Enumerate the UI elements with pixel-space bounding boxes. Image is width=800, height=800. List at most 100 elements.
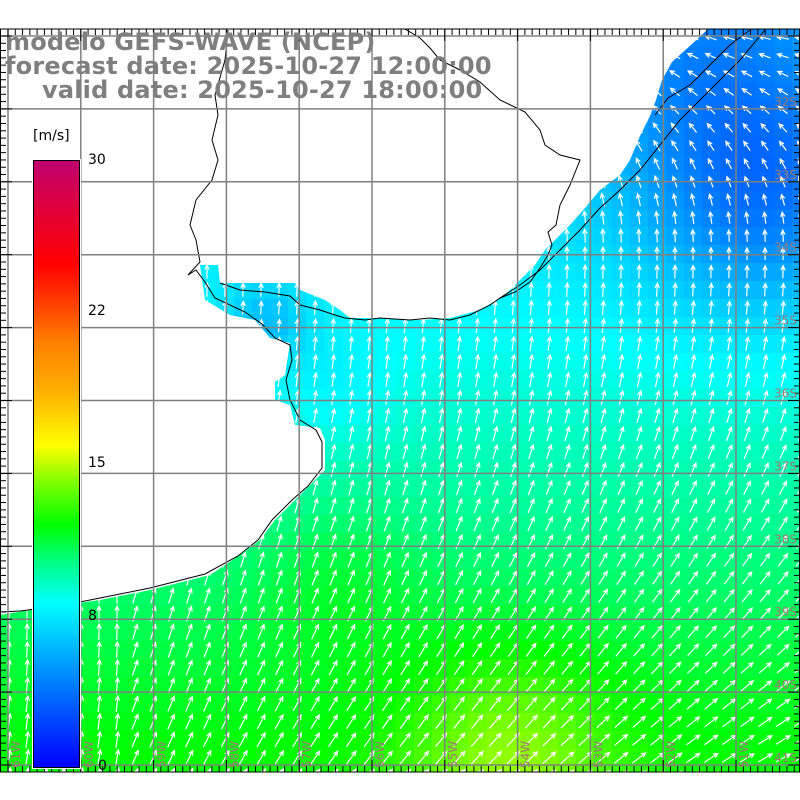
wind-arrow	[564, 371, 571, 388]
wind-arrow	[670, 552, 680, 567]
wind-arrow	[438, 389, 445, 406]
wind-arrow	[346, 714, 357, 730]
wind-arrow	[24, 748, 31, 767]
wind-arrow	[563, 461, 571, 478]
wind-arrow	[744, 407, 751, 424]
wind-arrow	[668, 697, 683, 710]
wind-arrow	[776, 661, 791, 674]
wind-arrow	[526, 570, 536, 586]
wind-arrow	[384, 335, 391, 352]
wind-arrow	[780, 335, 787, 351]
wind-arrow	[651, 606, 663, 621]
wind-arrow	[616, 570, 626, 585]
wind-arrow	[510, 353, 517, 370]
wind-arrow	[708, 407, 715, 424]
wind-arrow	[778, 498, 788, 513]
wind-arrow	[724, 552, 735, 567]
wind-arrow	[328, 659, 338, 676]
speed-cell	[558, 767, 577, 773]
wind-arrow	[561, 678, 574, 693]
wind-arrow	[726, 228, 732, 242]
wind-arrow	[257, 641, 265, 658]
wind-arrow	[726, 282, 732, 297]
wind-arrow	[689, 461, 697, 478]
wind-arrow	[778, 516, 788, 531]
wind-arrow	[796, 524, 800, 531]
wind-arrow	[438, 479, 445, 496]
wind-arrow	[546, 389, 553, 406]
wind-arrow	[618, 281, 624, 297]
wind-arrow	[310, 641, 320, 658]
wind-arrow	[167, 695, 175, 712]
wind-arrow	[402, 461, 409, 478]
wind-arrow	[632, 715, 647, 728]
wind-arrow	[185, 713, 194, 730]
wind-arrow	[685, 770, 702, 781]
wind-arrow	[740, 70, 753, 78]
longitude-label: 57W	[300, 741, 314, 768]
wind-arrow	[383, 497, 391, 514]
wind-arrow	[327, 750, 339, 766]
wind-arrow	[329, 587, 337, 604]
wind-arrow	[634, 588, 645, 603]
wind-arrow	[704, 52, 717, 59]
wind-arrow	[275, 569, 283, 586]
wind-arrow	[689, 192, 696, 206]
wind-arrow	[616, 588, 627, 603]
wind-arrow	[744, 353, 751, 369]
wind-arrow	[454, 642, 465, 658]
wind-arrow	[510, 317, 516, 334]
speed-cell	[792, 605, 800, 624]
wind-arrow	[419, 569, 427, 586]
wind-arrow	[744, 264, 750, 279]
wind-arrow	[667, 770, 684, 782]
wind-arrow	[400, 659, 411, 676]
wind-arrow	[742, 498, 752, 513]
wind-arrow	[759, 88, 771, 96]
wind-arrow	[492, 389, 499, 406]
wind-arrow	[542, 751, 557, 765]
wind-arrow	[723, 570, 735, 585]
wind-arrow	[724, 516, 734, 531]
wind-arrow	[402, 479, 409, 496]
wind-arrow	[653, 139, 661, 152]
wind-arrow	[311, 569, 319, 586]
wind-arrow	[669, 624, 682, 639]
wind-arrow	[723, 625, 736, 639]
wind-arrow	[726, 371, 733, 388]
wind-arrow	[474, 407, 481, 424]
wind-arrow	[706, 552, 717, 567]
wind-arrow	[491, 479, 499, 496]
wind-arrow	[310, 695, 320, 712]
wind-arrow	[528, 299, 534, 316]
wind-arrow	[563, 497, 571, 514]
wind-arrow	[560, 751, 575, 765]
wind-arrow	[545, 497, 553, 514]
wind-arrow	[167, 641, 175, 658]
wind-arrow	[527, 461, 535, 478]
wind-arrow	[795, 596, 800, 603]
speed-cell	[792, 587, 800, 606]
latitude-label: 39S	[774, 605, 797, 619]
wind-arrow	[761, 425, 769, 442]
wind-arrow	[420, 443, 427, 460]
wind-arrow	[418, 659, 429, 676]
wind-arrow	[649, 770, 665, 782]
wind-arrow	[348, 353, 355, 369]
wind-arrow	[239, 569, 247, 586]
wind-arrow	[453, 696, 466, 712]
wind-arrow	[528, 443, 535, 460]
wind-arrow	[309, 768, 321, 784]
wind-arrow	[456, 371, 463, 388]
wind-arrow	[348, 407, 355, 424]
wind-arrow	[744, 389, 751, 406]
wind-arrow	[131, 677, 139, 694]
wind-arrow	[618, 407, 625, 424]
wind-arrow	[739, 753, 756, 763]
wind-arrow	[743, 140, 751, 151]
wind-arrow	[348, 443, 355, 460]
wind-arrow	[508, 569, 518, 586]
wind-arrow	[257, 569, 265, 586]
wind-arrow	[528, 317, 535, 334]
wind-arrow	[166, 749, 176, 766]
